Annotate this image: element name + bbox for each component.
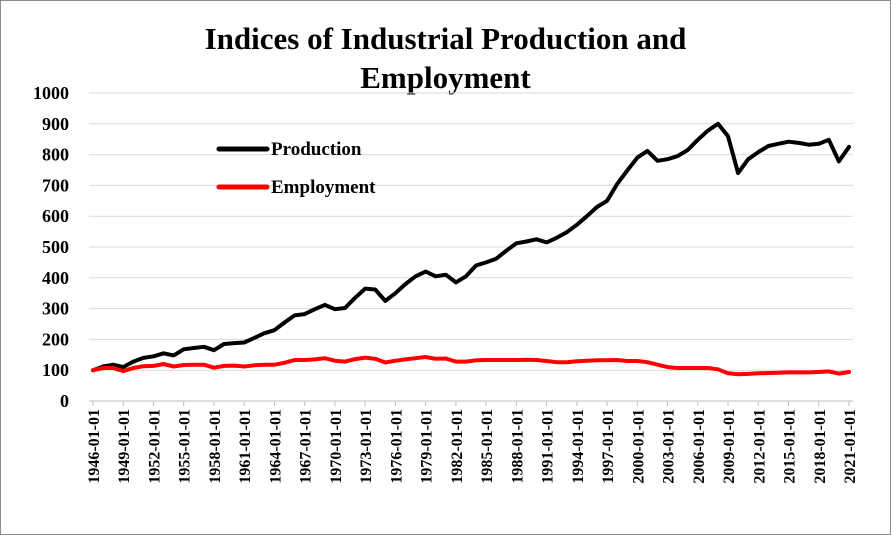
x-tick-label: 2006-01-01 bbox=[691, 409, 708, 484]
x-tick-label: 1970-01-01 bbox=[328, 409, 345, 484]
x-tick-label: 2000-01-01 bbox=[630, 409, 647, 484]
x-tick-label: 1994-01-01 bbox=[570, 409, 587, 484]
y-tick-label: 600 bbox=[42, 206, 69, 226]
x-tick-label: 2009-01-01 bbox=[721, 409, 738, 484]
x-tick-label: 1958-01-01 bbox=[207, 409, 224, 484]
legend-label-employment: Employment bbox=[271, 177, 376, 198]
x-tick-label: 1961-01-01 bbox=[237, 409, 254, 484]
x-tick-label: 1976-01-01 bbox=[388, 409, 405, 484]
chart-title-line-2: Employment bbox=[360, 60, 531, 95]
y-tick-label: 0 bbox=[60, 391, 69, 411]
x-tick-label: 1946-01-01 bbox=[86, 409, 103, 484]
x-tick-label: 1955-01-01 bbox=[177, 409, 194, 484]
x-tick-label: 1979-01-01 bbox=[419, 409, 436, 484]
y-tick-label: 200 bbox=[42, 329, 69, 349]
x-tick-label: 1985-01-01 bbox=[479, 409, 496, 484]
x-tick-label: 2003-01-01 bbox=[661, 409, 678, 484]
x-tick-label: 1973-01-01 bbox=[358, 409, 375, 484]
y-tick-label: 400 bbox=[42, 268, 69, 288]
y-tick-label: 900 bbox=[42, 114, 69, 134]
x-tick-label: 2021-01-01 bbox=[842, 409, 859, 484]
y-tick-label: 100 bbox=[42, 360, 69, 380]
x-tick-label: 2015-01-01 bbox=[782, 409, 799, 484]
x-tick-label: 1991-01-01 bbox=[540, 409, 557, 484]
y-tick-label: 700 bbox=[42, 175, 69, 195]
x-tick-label: 2018-01-01 bbox=[812, 409, 829, 484]
chart-title: Indices of Industrial Production and Emp… bbox=[1, 19, 890, 97]
y-tick-label: 1000 bbox=[33, 83, 69, 103]
series-line-employment bbox=[91, 355, 851, 377]
x-tick-label: 1982-01-01 bbox=[449, 409, 466, 484]
x-tick-label: 1997-01-01 bbox=[600, 409, 617, 484]
chart-title-line-1: Indices of Industrial Production and bbox=[204, 21, 687, 56]
y-tick-label: 500 bbox=[42, 237, 69, 257]
legend-label-production: Production bbox=[271, 139, 362, 160]
y-tick-label: 800 bbox=[42, 145, 69, 165]
x-tick-label: 2012-01-01 bbox=[751, 409, 768, 484]
x-tick-label: 1988-01-01 bbox=[509, 409, 526, 484]
x-tick-label: 1967-01-01 bbox=[298, 409, 315, 484]
x-tick-label: 1964-01-01 bbox=[267, 409, 284, 484]
series-line-production bbox=[91, 121, 851, 373]
x-tick-label: 1952-01-01 bbox=[146, 409, 163, 484]
y-tick-label: 300 bbox=[42, 299, 69, 319]
x-tick-label: 1949-01-01 bbox=[116, 409, 133, 484]
